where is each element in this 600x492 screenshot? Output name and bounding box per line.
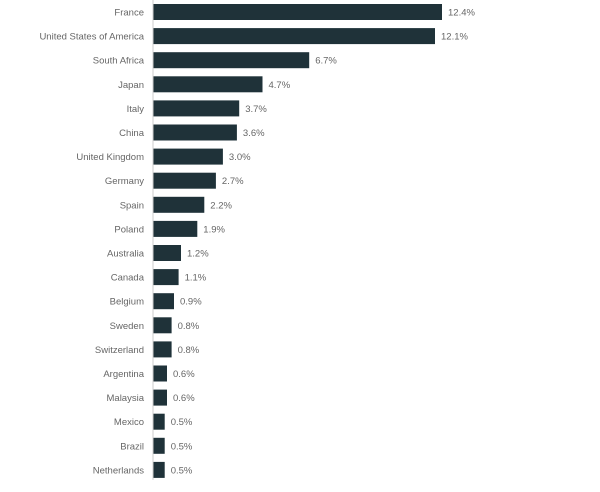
- value-label: 0.8%: [178, 321, 200, 332]
- bar: [153, 76, 263, 93]
- category-label: Italy: [127, 104, 145, 115]
- bar: [153, 4, 442, 20]
- value-label: 0.6%: [173, 393, 195, 404]
- bar: [153, 172, 216, 189]
- value-label: 1.2%: [187, 249, 209, 260]
- bar: [153, 245, 181, 261]
- bar: [153, 317, 172, 334]
- bar: [153, 52, 310, 69]
- category-label: Australia: [107, 249, 145, 260]
- value-label: 2.2%: [210, 200, 232, 211]
- value-label: 2.7%: [222, 176, 244, 187]
- value-label: 12.4%: [448, 8, 475, 19]
- value-label: 0.5%: [171, 417, 193, 428]
- bars-group: France 12.4% United States of America 12.1%…: [39, 4, 475, 478]
- bar: [153, 437, 165, 454]
- value-label: 3.7%: [245, 104, 267, 115]
- category-label: China: [119, 128, 145, 139]
- category-label: Belgium: [110, 297, 144, 308]
- bar: [153, 220, 198, 237]
- value-label: 0.5%: [171, 441, 193, 452]
- category-label: Brazil: [120, 441, 144, 452]
- value-label: 12.1%: [441, 32, 468, 43]
- value-label: 0.8%: [178, 345, 200, 356]
- bar: [153, 28, 435, 45]
- bar: [153, 389, 167, 406]
- bar: [153, 100, 240, 117]
- category-label: Spain: [120, 200, 144, 211]
- bar: [153, 365, 167, 382]
- category-label: Malaysia: [107, 393, 145, 404]
- category-label: Germany: [105, 176, 144, 187]
- bar: [153, 148, 223, 165]
- bar: [153, 341, 172, 358]
- category-label: Sweden: [110, 321, 144, 332]
- category-label: United Kingdom: [76, 152, 144, 163]
- bar: [153, 293, 174, 310]
- value-label: 0.9%: [180, 297, 202, 308]
- bar: [153, 461, 165, 478]
- bar: [153, 269, 179, 286]
- category-label: Netherlands: [93, 465, 144, 476]
- category-label: Mexico: [114, 417, 144, 428]
- category-label: Canada: [111, 273, 145, 284]
- value-label: 0.5%: [171, 465, 193, 476]
- bar: [153, 196, 205, 213]
- value-label: 1.1%: [185, 273, 207, 284]
- category-label: Poland: [114, 224, 144, 235]
- category-label: South Africa: [93, 56, 145, 67]
- value-label: 6.7%: [315, 56, 337, 67]
- category-label: France: [114, 8, 144, 19]
- value-label: 4.7%: [269, 80, 291, 91]
- bar: [153, 124, 237, 141]
- category-label: Switzerland: [95, 345, 144, 356]
- category-label: Argentina: [103, 369, 144, 380]
- value-label: 0.6%: [173, 369, 195, 380]
- category-label: Japan: [118, 80, 144, 91]
- value-label: 1.9%: [203, 224, 225, 235]
- bar: [153, 413, 165, 430]
- value-label: 3.6%: [243, 128, 265, 139]
- category-label: United States of America: [39, 32, 144, 43]
- value-label: 3.0%: [229, 152, 251, 163]
